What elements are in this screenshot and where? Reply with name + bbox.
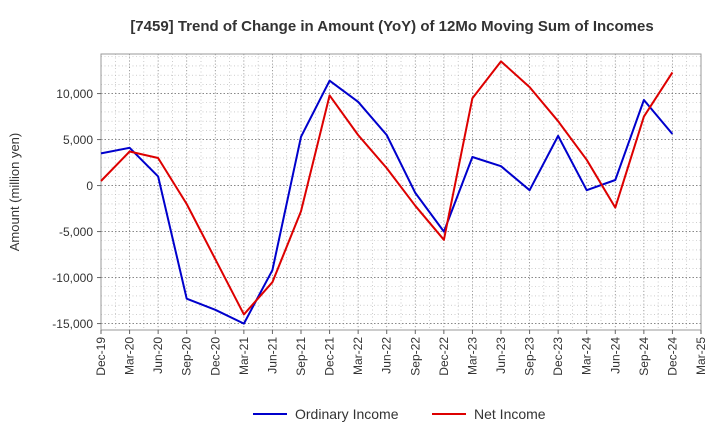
series-line-net-income: [100, 60, 674, 316]
x-tick-label: Jun-23: [494, 337, 508, 374]
chart-title: [7459] Trend of Change in Amount (YoY) o…: [130, 18, 653, 35]
x-tick-label: Jun-24: [608, 337, 622, 374]
x-tick-label: Dec-24: [665, 337, 679, 376]
x-tick-label: Sep-20: [180, 337, 194, 376]
series-line-ordinary-income: [100, 79, 674, 325]
y-tick-label: 10,000: [56, 87, 93, 101]
x-tick-label: Sep-21: [294, 337, 308, 376]
x-tick-label: Mar-25: [694, 337, 708, 375]
grid-lines: [100, 54, 702, 330]
y-tick-label: 5,000: [63, 133, 93, 147]
legend-label: Net Income: [474, 406, 546, 422]
x-tick-label: Jun-21: [265, 337, 279, 374]
x-tick-label: Dec-22: [437, 337, 451, 376]
x-tick-label: Dec-21: [323, 337, 337, 376]
y-tick-label: 0: [86, 179, 93, 193]
x-tick-label: Mar-21: [237, 337, 251, 375]
legend: Ordinary Income Net Income: [253, 406, 546, 422]
x-tick-label: Sep-23: [523, 337, 537, 376]
x-tick-label: Dec-23: [551, 337, 565, 376]
x-tick-label: Jun-20: [151, 337, 165, 374]
x-tick-label: Sep-24: [637, 337, 651, 376]
x-axis-ticks: Dec-19 Mar-20 Jun-20 Sep-20 Dec-20 Mar-21 Jun-…: [94, 330, 708, 376]
x-tick-label: Mar-24: [580, 337, 594, 375]
legend-label: Ordinary Income: [295, 406, 399, 422]
y-tick-label: -10,000: [52, 271, 93, 285]
y-tick-label: -15,000: [52, 317, 93, 331]
plot-area: [100, 53, 702, 331]
y-tick-label: -5,000: [59, 225, 93, 239]
series-lines: [100, 60, 674, 325]
x-tick-label: Sep-22: [408, 337, 422, 376]
x-tick-label: Mar-22: [351, 337, 365, 375]
x-tick-label: Mar-20: [123, 337, 137, 375]
y-axis-label: Amount (million yen): [7, 133, 22, 252]
x-tick-label: Mar-23: [465, 337, 479, 375]
x-tick-label: Jun-22: [380, 337, 394, 374]
x-tick-label: Dec-20: [208, 337, 222, 376]
y-axis-ticks: 10,000 5,000 0 -5,000 -10,000 -15,000: [52, 87, 101, 331]
x-tick-label: Dec-19: [94, 337, 108, 376]
